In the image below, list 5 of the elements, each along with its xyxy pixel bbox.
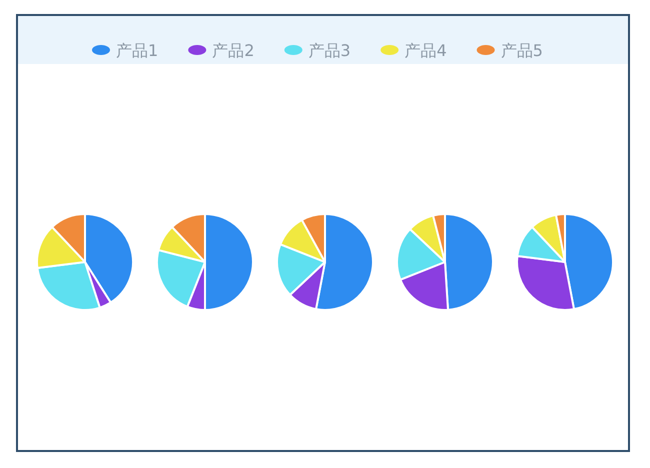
legend-label: 产品4 [404, 41, 447, 60]
legend-label: 产品3 [308, 41, 351, 60]
legend-label: 产品1 [116, 41, 158, 60]
legend-label: 产品5 [500, 41, 543, 60]
legend-label: 产品2 [212, 41, 254, 60]
